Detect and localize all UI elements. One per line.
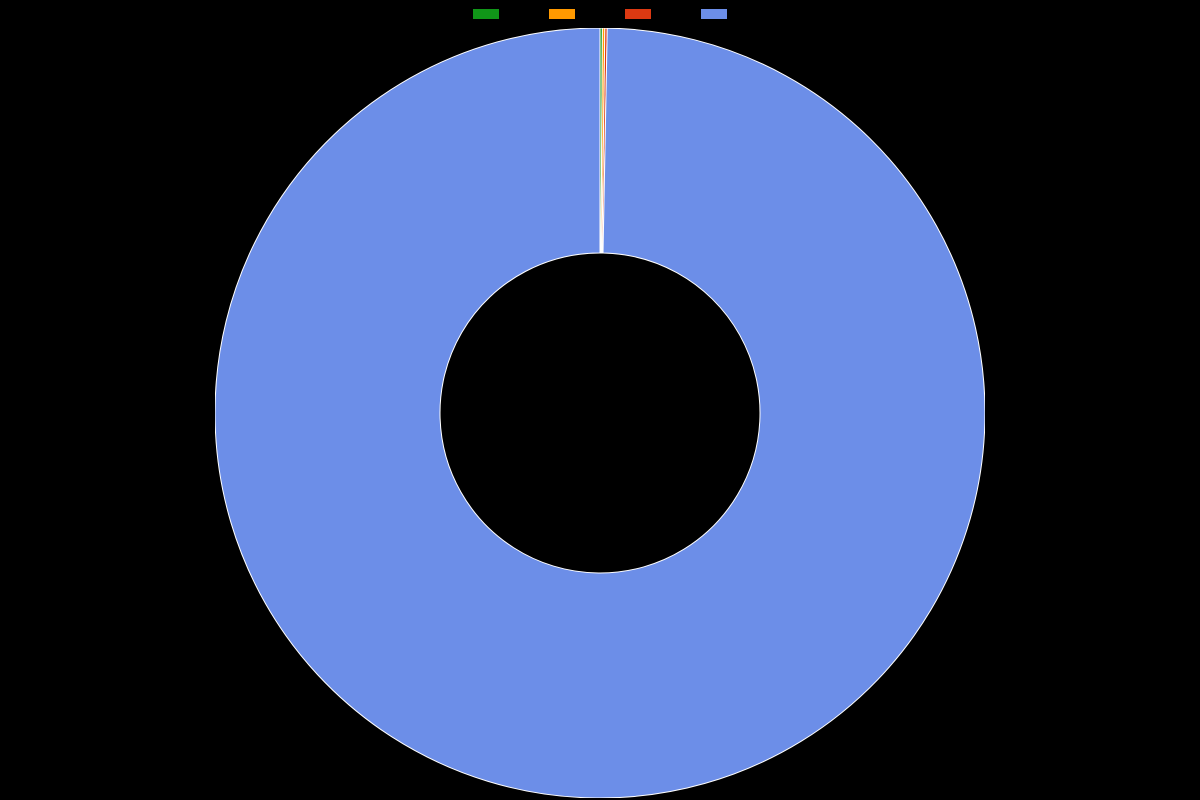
chart-legend: [472, 8, 728, 20]
legend-item-2[interactable]: [624, 8, 652, 20]
donut-svg: [215, 28, 985, 798]
legend-swatch-2: [624, 8, 652, 20]
legend-item-0[interactable]: [472, 8, 500, 20]
legend-swatch-1: [548, 8, 576, 20]
legend-swatch-0: [472, 8, 500, 20]
legend-swatch-3: [700, 8, 728, 20]
donut-chart: [215, 28, 985, 798]
legend-item-3[interactable]: [700, 8, 728, 20]
legend-item-1[interactable]: [548, 8, 576, 20]
